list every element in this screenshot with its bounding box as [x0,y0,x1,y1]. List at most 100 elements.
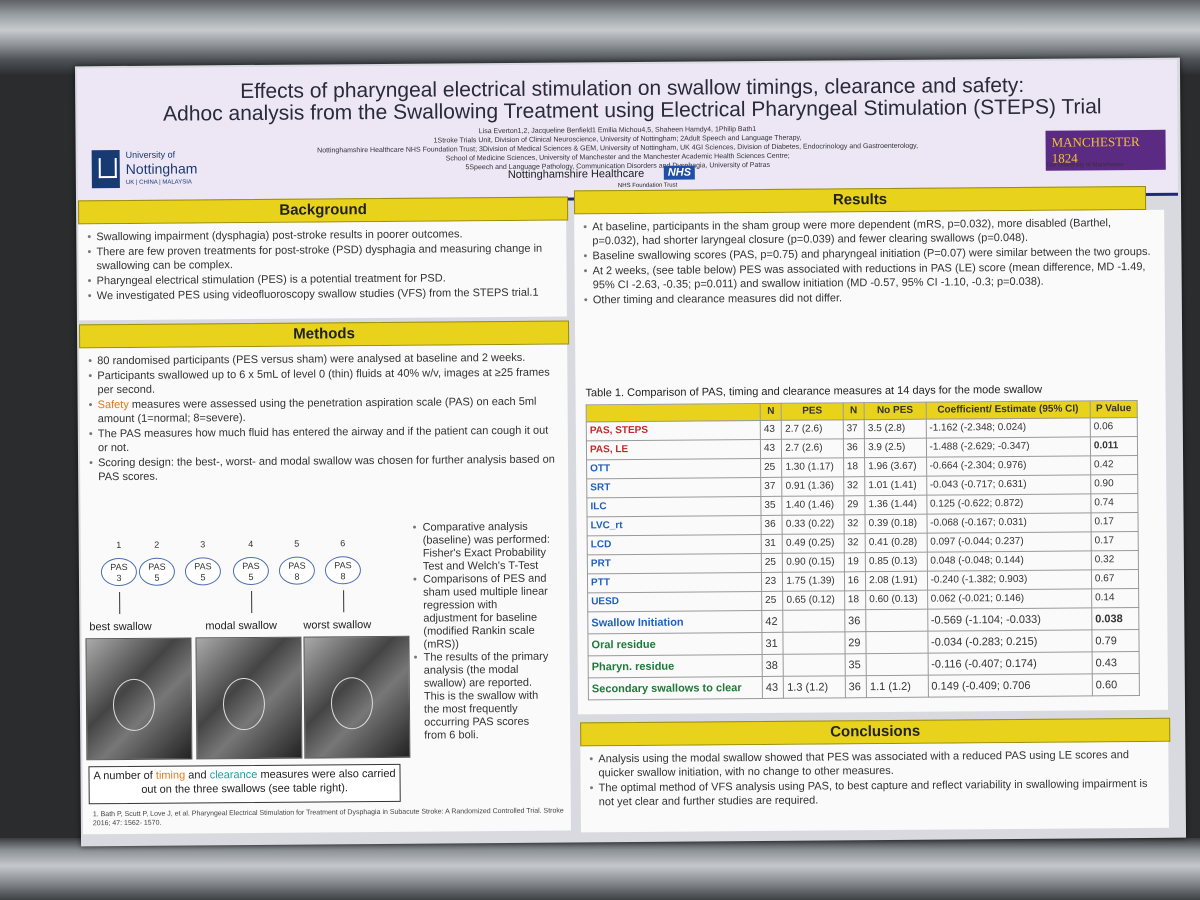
table-cell-pes: 1.30 (1.17) [781,457,844,478]
table-cell-coef: -1.162 (-2.348; 0.024) [925,417,1091,439]
label-worst-swallow: worst swallow [303,619,372,632]
table-cell-pes: 0.49 (0.25) [782,533,845,554]
table-cell-n1: 43 [760,439,782,459]
pas-oval: PAS 5 [232,556,270,586]
column-header: N [760,403,782,421]
swallow-number: 2 [154,539,160,550]
table-cell-nopes [865,609,928,632]
pas-oval: PAS 3 [100,557,138,587]
swallow-number: 6 [340,538,346,549]
table-cell-label: OTT [586,458,761,479]
table-row: Secondary swallows to clear 43 1.3 (1.2) 36… [588,673,1140,700]
table-cell-n1: 25 [760,458,783,478]
table-cell-coef: -0.664 (-2.304; 0.976) [926,455,1091,477]
table-cell-coef: 0.125 (-0.622; 0.872) [926,493,1091,515]
table-cell-n1: 43 [762,676,784,699]
table-cell-label: SRT [586,477,761,498]
table-cell-n2: 18 [844,590,866,610]
list-item: Comparative analysis (baseline) was perf… [423,521,551,574]
table-cell-nopes: 0.85 (0.13) [865,552,927,572]
list-item: The PAS measures how much fluid has ente… [98,424,560,456]
nhs-sub: NHS Foundation Trust [617,182,678,190]
poster-title: Effects of pharyngeal electrical stimula… [137,74,1127,126]
table-cell-label: PTT [587,572,762,593]
table-cell-nopes: 2.08 (1.91) [865,571,928,591]
table-cell-n1: 36 [760,515,783,535]
label-modal-swallow: modal swallow [205,619,277,633]
table-cell-n1: 31 [761,534,783,554]
table-cell-coef: -0.043 (-0.717; 0.631) [926,474,1091,496]
nhs-badge: NHS [663,165,696,180]
timing-word: timing [155,769,186,782]
table-cell-label: Secondary swallows to clear [588,676,763,700]
table-cell-nopes: 1.36 (1.44) [864,495,927,515]
list-item: Safety measures were assessed using the … [98,395,560,427]
clearance-word: clearance [209,768,258,782]
table-cell-n1: 42 [761,610,784,633]
table-cell-pes: 0.91 (1.36) [782,476,844,497]
table-cell-coef: -0.068 (-0.167; 0.031) [926,512,1092,534]
table-cell-label: ILC [586,496,761,517]
list-item: At 2 weeks, (see table below) PES was as… [593,260,1157,292]
swallow-number: 4 [248,538,254,550]
table-cell-p: 0.011 [1090,436,1138,456]
table-cell-nopes: 1.01 (1.41) [864,476,927,496]
results-section: At baseline, participants in the sham gr… [574,209,1169,715]
list-item: The results of the primary analysis (the… [424,651,553,743]
table-cell-p: 0.038 [1091,607,1139,630]
table-cell-label: Oral residue [587,632,763,656]
nhs-name: Nottinghamshire Healthcare [507,167,645,181]
table-cell-p: 0.14 [1091,588,1139,608]
table-cell-n1: 25 [761,591,784,611]
table-cell-n2: 36 [844,609,867,632]
safety-text: measures were assessed using the penetra… [97,395,537,426]
table-cell-coef: 0.062 (-0.021; 0.146) [927,588,1092,610]
swallow-number: 3 [200,539,206,550]
table-cell-coef: -0.034 (-0.283; 0.215) [927,629,1092,654]
table-cell-coef: 0.149 (-0.409; 0.706 [927,673,1093,698]
table-cell-n2: 19 [844,552,866,572]
table-cell-n1: 37 [760,477,783,497]
list-item: Other timing and clearance measures did … [593,289,1157,307]
xray-image-modal [195,636,303,760]
table-cell-pes: 1.3 (1.2) [783,675,846,699]
list-item: Analysis using the modal swallow showed … [598,748,1160,780]
table-cell-n2: 32 [843,476,865,496]
table-cell-n2: 32 [843,514,866,534]
column-header: PES [781,402,844,421]
table-cell-pes [783,609,845,633]
table-cell-nopes [866,653,928,676]
table-cell-pes: 1.75 (1.39) [782,571,845,592]
xray-image-best [85,637,193,761]
list-item: Scoring design: the best-, worst- and mo… [98,453,560,485]
column-header: Coefficient/ Estimate (95% CI) [925,400,1091,420]
table-cell-p: 0.17 [1090,512,1139,532]
xray-image-worst [303,635,411,759]
swallow-number: 1 [116,540,122,551]
table-cell-coef: -0.569 (-1.104; -0.033) [927,607,1092,632]
table-cell-p: 0.17 [1091,531,1139,551]
table-cell-nopes: 1.1 (1.2) [866,675,928,698]
manchester-logo: MANCHESTER 1824 The University of Manche… [1045,129,1166,181]
poster-header: Effects of pharyngeal electrical stimula… [76,59,1179,205]
table-cell-p: 0.32 [1091,550,1139,570]
table-cell-n1: 25 [761,553,783,573]
table-cell-n2: 29 [844,631,867,654]
table-cell-pes: 2.7 (2.6) [781,438,844,459]
column-header: No PES [864,402,926,420]
safety-word: Safety [97,398,129,412]
reference: 1. Bath P, Scutt P, Love J, et al. Phary… [92,807,564,828]
crest-icon [91,150,120,189]
table-cell-nopes: 1.96 (3.67) [864,457,927,477]
methods-analysis-list: Comparative analysis (baseline) was perf… [411,521,553,743]
table-cell-nopes: 0.39 (0.18) [865,514,927,534]
poster: Effects of pharyngeal electrical stimula… [74,57,1187,847]
arrow-icon [343,590,345,613]
list-item: Participants swallowed up to 6 x 5mL of … [97,366,559,398]
table-cell-n1: 35 [760,496,783,516]
uon-line-1: University of [125,149,176,160]
table-cell-pes: 1.40 (1.46) [782,495,844,516]
label-best-swallow: best swallow [89,620,152,634]
table-cell-coef: -0.240 (-1.382; 0.903) [926,569,1092,591]
list-item: We investigated PES using videofluorosco… [97,286,559,304]
